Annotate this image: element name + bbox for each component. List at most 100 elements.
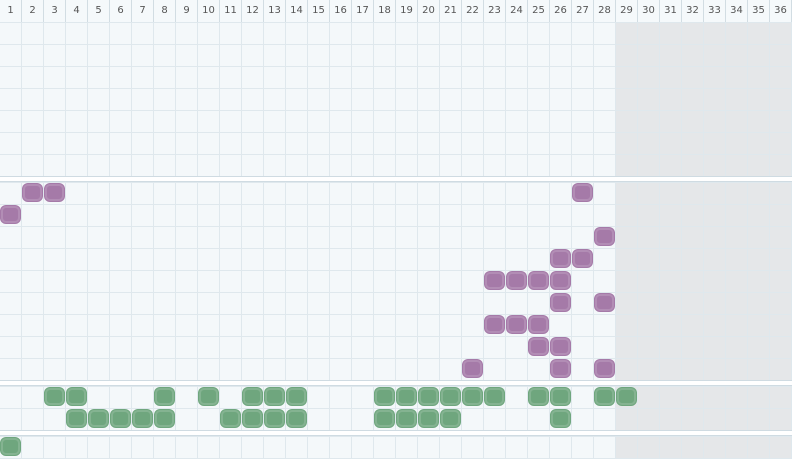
green-block[interactable]	[551, 388, 570, 405]
day-header-8[interactable]: 8	[154, 0, 176, 22]
day-header-18[interactable]: 18	[374, 0, 396, 22]
green-block[interactable]	[1, 438, 20, 455]
green-block[interactable]	[419, 388, 438, 405]
green-block[interactable]	[463, 388, 482, 405]
green-block[interactable]	[419, 410, 438, 427]
purple-block[interactable]	[45, 184, 64, 201]
green-block[interactable]	[243, 388, 262, 405]
green-block[interactable]	[397, 410, 416, 427]
day-header-21[interactable]: 21	[440, 0, 462, 22]
green-block[interactable]	[67, 388, 86, 405]
day-header-4[interactable]: 4	[66, 0, 88, 22]
day-header-35[interactable]: 35	[748, 0, 770, 22]
green-block[interactable]	[617, 388, 636, 405]
green-block[interactable]	[265, 410, 284, 427]
day-header-32[interactable]: 32	[682, 0, 704, 22]
day-header-20[interactable]: 20	[418, 0, 440, 22]
day-header-23[interactable]: 23	[484, 0, 506, 22]
green-block[interactable]	[441, 388, 460, 405]
purple-block[interactable]	[551, 338, 570, 355]
day-header-14[interactable]: 14	[286, 0, 308, 22]
day-header-11[interactable]: 11	[220, 0, 242, 22]
purple-block[interactable]	[507, 272, 526, 289]
day-header-12[interactable]: 12	[242, 0, 264, 22]
purple-block[interactable]	[23, 184, 42, 201]
day-header-31[interactable]: 31	[660, 0, 682, 22]
day-header-25[interactable]: 25	[528, 0, 550, 22]
green-block[interactable]	[287, 388, 306, 405]
purple-block[interactable]	[595, 294, 614, 311]
day-header-1[interactable]: 1	[0, 0, 22, 22]
purple-block[interactable]	[485, 316, 504, 333]
day-header-10[interactable]: 10	[198, 0, 220, 22]
green-block[interactable]	[265, 388, 284, 405]
day-header-19[interactable]: 19	[396, 0, 418, 22]
green-block[interactable]	[67, 410, 86, 427]
day-header-33[interactable]: 33	[704, 0, 726, 22]
green-block[interactable]	[199, 388, 218, 405]
day-header-2[interactable]: 2	[22, 0, 44, 22]
purple-block[interactable]	[551, 272, 570, 289]
green-block[interactable]	[155, 388, 174, 405]
day-header-9[interactable]: 9	[176, 0, 198, 22]
day-header-28[interactable]: 28	[594, 0, 616, 22]
day-header-36[interactable]: 36	[770, 0, 792, 22]
green-block[interactable]	[397, 388, 416, 405]
green-block[interactable]	[89, 410, 108, 427]
purple-block[interactable]	[463, 360, 482, 377]
purple-block[interactable]	[595, 360, 614, 377]
purple-block[interactable]	[507, 316, 526, 333]
day-header-15[interactable]: 15	[308, 0, 330, 22]
day-header-27[interactable]: 27	[572, 0, 594, 22]
green-block[interactable]	[529, 388, 548, 405]
purple-block[interactable]	[485, 272, 504, 289]
day-header-22[interactable]: 22	[462, 0, 484, 22]
heart-icon[interactable]	[242, 88, 264, 110]
purple-block[interactable]	[551, 294, 570, 311]
green-block[interactable]	[287, 410, 306, 427]
day-header-29[interactable]: 29	[616, 0, 638, 22]
purple-block[interactable]	[529, 338, 548, 355]
drop-icon[interactable]	[22, 44, 44, 66]
purple-block[interactable]	[529, 272, 548, 289]
green-block[interactable]	[375, 410, 394, 427]
day-header-5[interactable]: 5	[88, 0, 110, 22]
green-block[interactable]	[133, 410, 152, 427]
day-header-34[interactable]: 34	[726, 0, 748, 22]
drop-icon[interactable]	[44, 44, 66, 66]
green-block[interactable]	[551, 410, 570, 427]
green-block[interactable]	[111, 410, 130, 427]
day-header-3[interactable]: 3	[44, 0, 66, 22]
green-block[interactable]	[45, 388, 64, 405]
day-header-30[interactable]: 30	[638, 0, 660, 22]
drop-icon[interactable]	[616, 44, 638, 66]
green-block[interactable]	[155, 410, 174, 427]
heart-icon[interactable]	[198, 88, 220, 110]
purple-block[interactable]	[573, 184, 592, 201]
day-header-13[interactable]: 13	[264, 0, 286, 22]
green-block[interactable]	[221, 410, 240, 427]
day-header-16[interactable]: 16	[330, 0, 352, 22]
purple-block[interactable]	[1, 206, 20, 223]
day-header-24[interactable]: 24	[506, 0, 528, 22]
green-block[interactable]	[595, 388, 614, 405]
green-block[interactable]	[243, 410, 262, 427]
k-label[interactable]	[594, 22, 616, 44]
heart-icon[interactable]	[286, 88, 308, 110]
green-block[interactable]	[375, 388, 394, 405]
grid-row-line	[0, 226, 792, 227]
day-header-26[interactable]: 26	[550, 0, 572, 22]
green-block[interactable]	[441, 410, 460, 427]
purple-block[interactable]	[551, 360, 570, 377]
day-header-6[interactable]: 6	[110, 0, 132, 22]
purple-block[interactable]	[529, 316, 548, 333]
drop-icon[interactable]	[66, 44, 88, 66]
green-block[interactable]	[485, 388, 504, 405]
purple-block[interactable]	[595, 228, 614, 245]
purple-block[interactable]	[551, 250, 570, 267]
drop-icon[interactable]	[0, 44, 22, 66]
day-header-7[interactable]: 7	[132, 0, 154, 22]
purple-block[interactable]	[573, 250, 592, 267]
day-header-17[interactable]: 17	[352, 0, 374, 22]
smz-label[interactable]	[594, 66, 616, 88]
